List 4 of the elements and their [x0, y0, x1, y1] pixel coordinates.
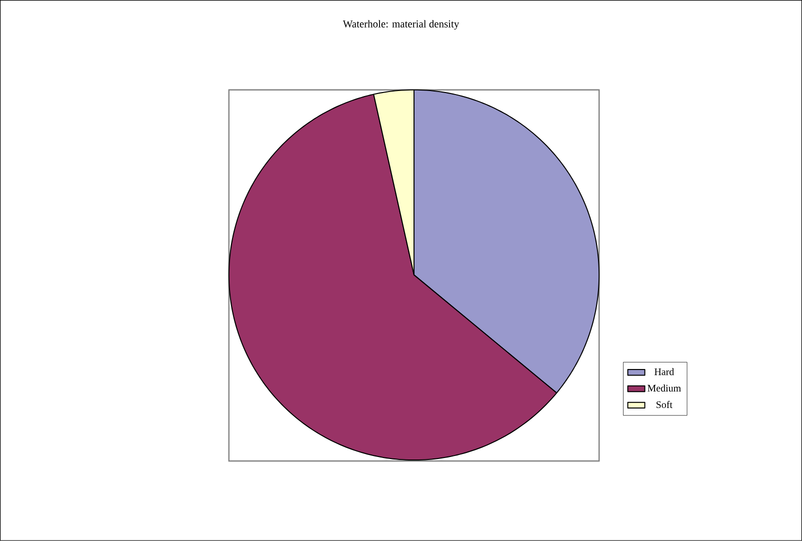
- legend-label: Medium: [648, 384, 681, 392]
- legend-label: Soft: [656, 400, 672, 408]
- legend-label: Hard: [654, 368, 674, 376]
- chart-title: Waterhole: material density: [342, 20, 460, 30]
